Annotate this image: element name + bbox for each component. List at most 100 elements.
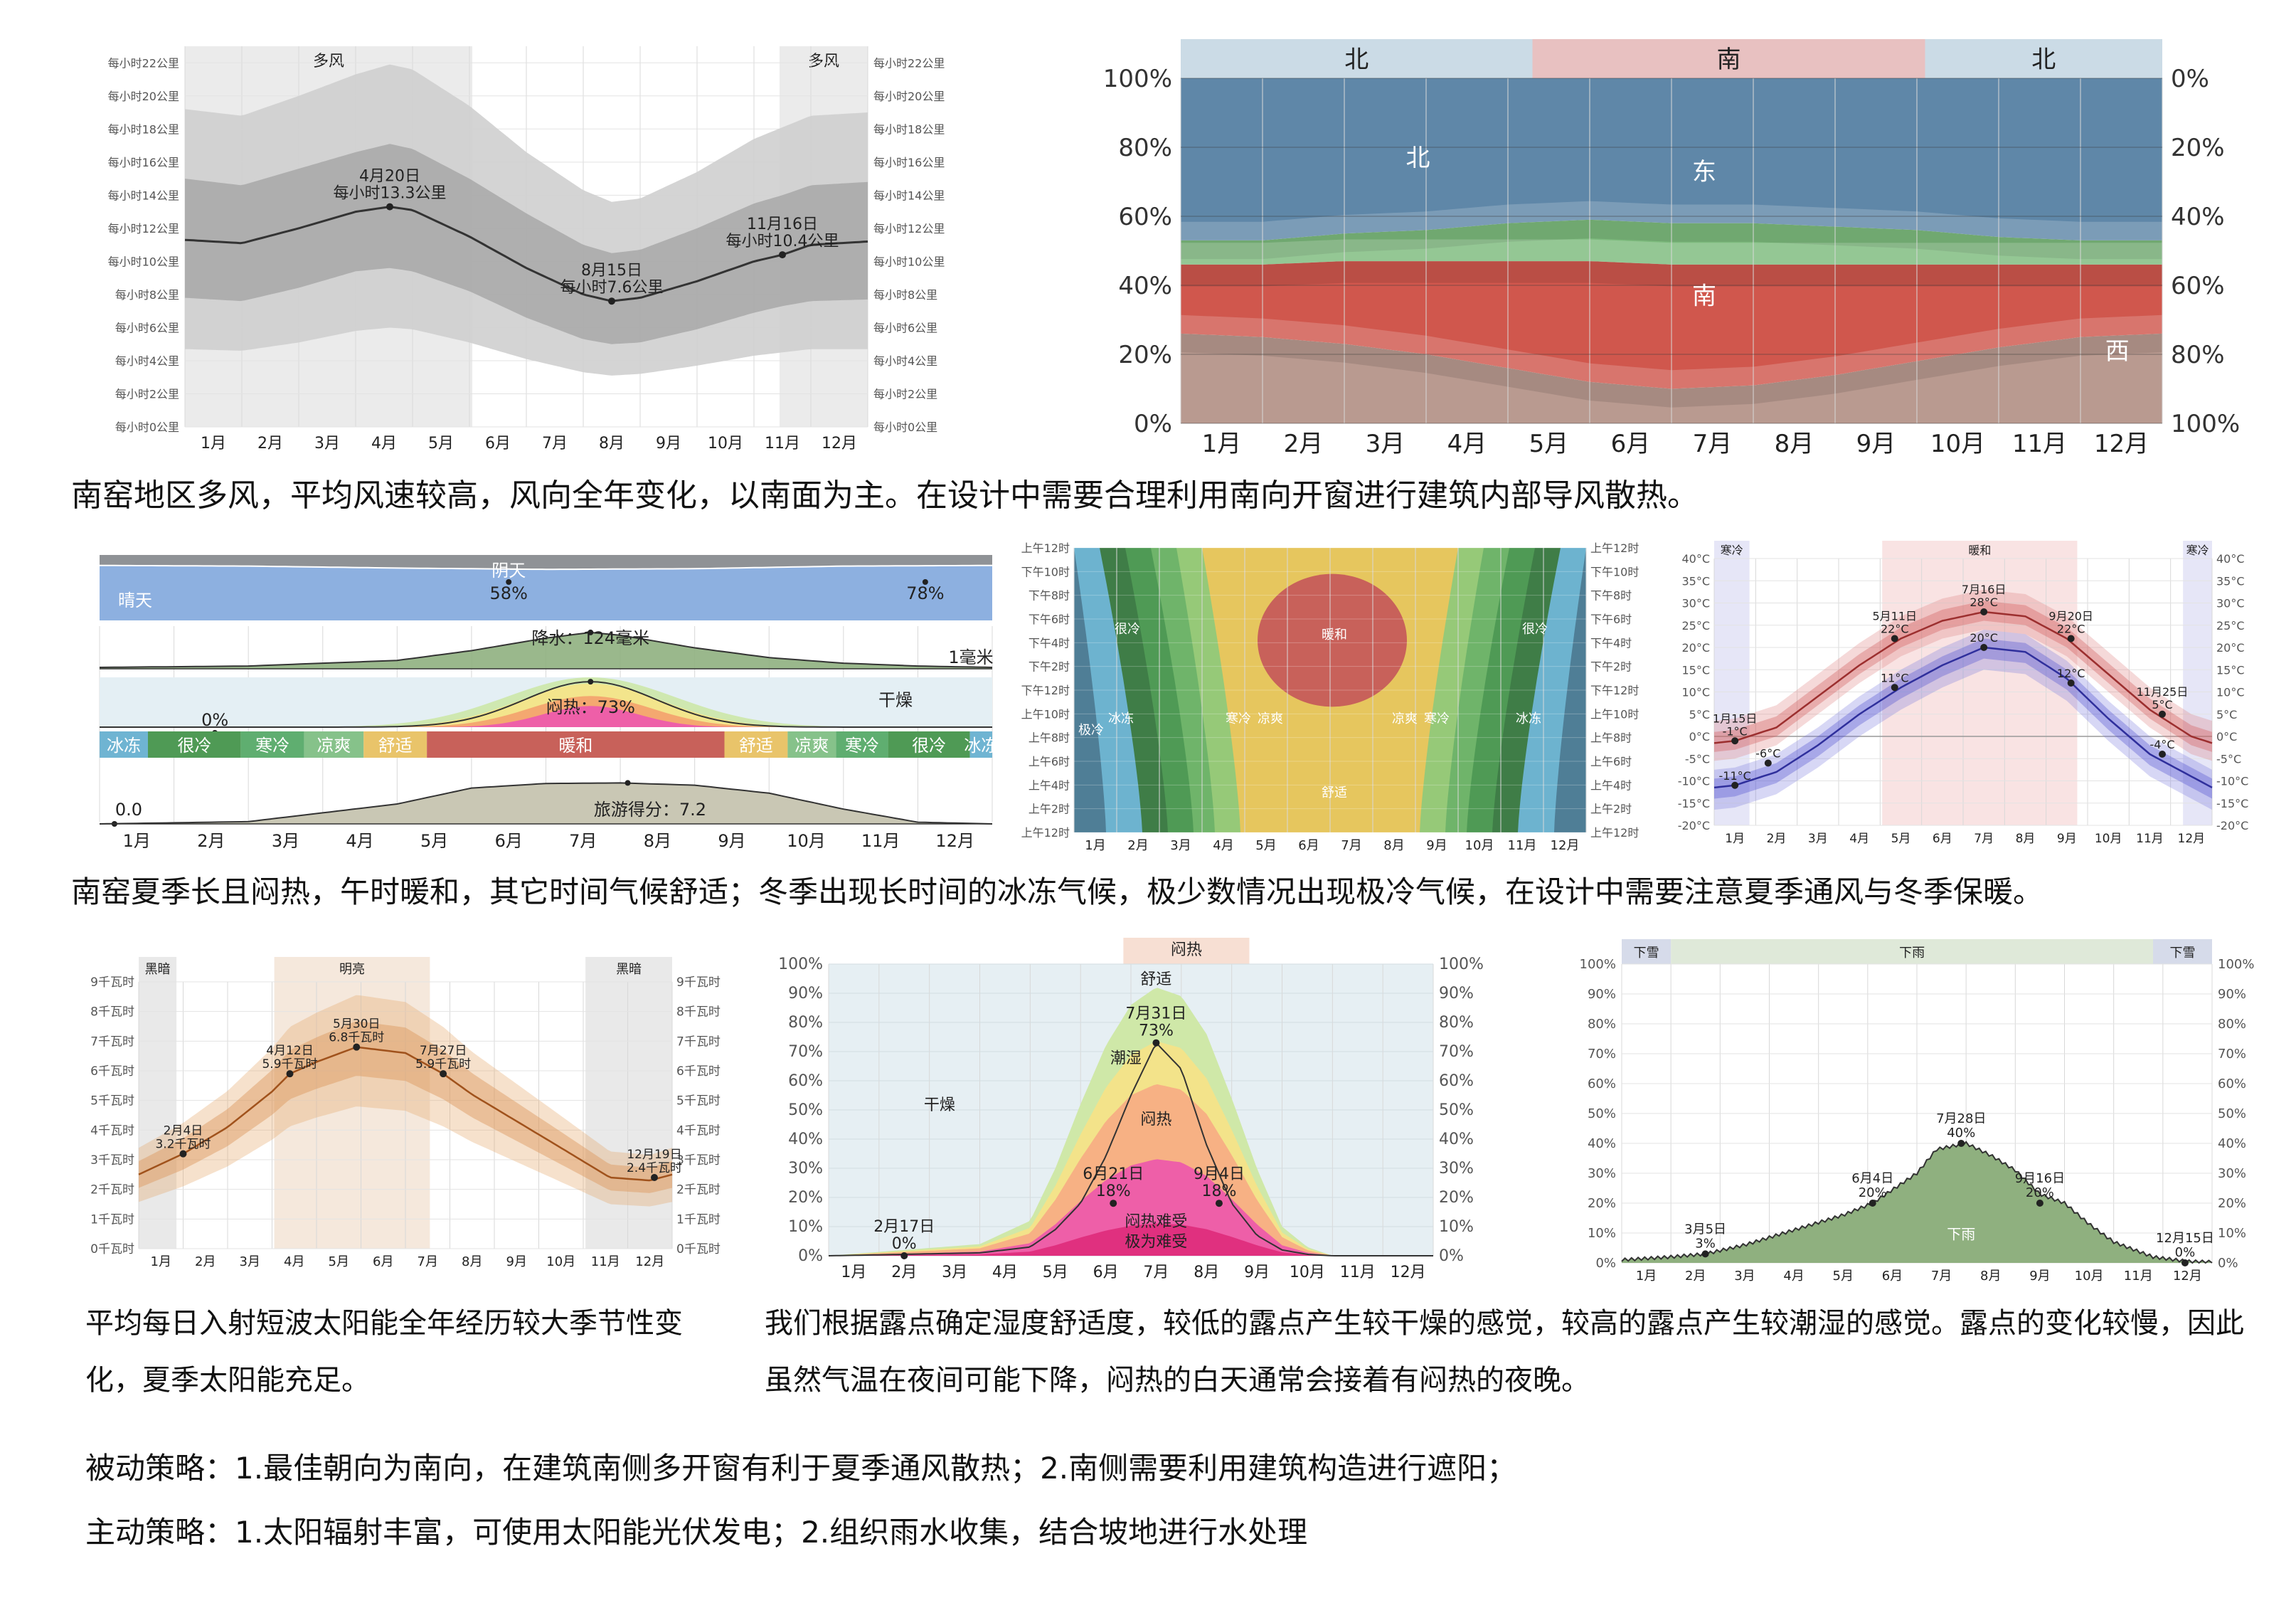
precip-ytick-left: 50% — [1588, 1106, 1616, 1121]
cloud-note-label: 58% — [490, 583, 528, 603]
month-tick-label: 6月 — [1611, 430, 1651, 458]
temp-ytick-right: 30°C — [2216, 597, 2245, 610]
temp-category-bar — [363, 731, 427, 758]
solar-ytick-right: 0千瓦时 — [676, 1242, 721, 1256]
month-tick-label: 12月 — [2178, 832, 2206, 846]
direction-ytick-right: 20% — [2171, 134, 2225, 162]
temp-annotation-label: 5月11日 — [1872, 610, 1917, 623]
humidity-area-label: 极为难受 — [1125, 1234, 1187, 1252]
temp-annotation-label: 5°C — [2152, 698, 2172, 711]
month-tick-label: 11月 — [1508, 838, 1537, 853]
month-tick-label: 6月 — [495, 831, 523, 851]
humidity-ytick-left: 70% — [788, 1043, 823, 1061]
month-tick-label: 7月 — [1974, 832, 1994, 846]
heat-ytick-left: 上午8时 — [1029, 731, 1070, 745]
solar-ytick-left: 3千瓦时 — [90, 1153, 134, 1168]
temp-annotation-point — [1731, 737, 1739, 745]
precip-ytick-left: 100% — [1580, 957, 1616, 972]
wind-ytick-right: 每小时12公里 — [873, 222, 945, 236]
snow-band — [2153, 939, 2212, 964]
temp-annotation-label: -1°C — [1723, 724, 1748, 738]
month-tick-label: 1月 — [841, 1264, 866, 1281]
precip-ytick-right: 80% — [2218, 1017, 2246, 1032]
temp-category-bar — [969, 731, 992, 758]
month-tick-label: 4月 — [284, 1254, 304, 1269]
north-band — [1181, 39, 1533, 78]
temp-annotation-point — [1980, 644, 1988, 651]
temp-category-label: 舒适 — [739, 736, 773, 756]
humidity-ytick-left: 0% — [798, 1247, 823, 1265]
month-tick-label: 5月 — [1255, 838, 1276, 853]
precip-ytick-left: 60% — [1588, 1076, 1616, 1091]
wind-ytick-left: 每小时6公里 — [115, 321, 179, 334]
heat-ytick-left: 下午8时 — [1029, 589, 1070, 603]
precip-band-label: 下雪 — [1634, 946, 1659, 961]
cold-band — [2183, 541, 2212, 825]
month-tick-label: 8月 — [1980, 1269, 2001, 1284]
south-band — [1532, 39, 1925, 78]
solar-ytick-right: 7千瓦时 — [676, 1035, 721, 1049]
humidity-ytick-left: 50% — [788, 1101, 823, 1119]
dry-label: 干燥 — [878, 690, 913, 710]
cloud-note-point — [922, 579, 928, 585]
wind-ytick-right: 每小时2公里 — [873, 387, 937, 401]
month-tick-label: 1月 — [1725, 832, 1745, 846]
temp-annotation-point — [2067, 635, 2075, 642]
precip-annotation-label: 6月4日 — [1851, 1171, 1893, 1186]
solar-ytick-left: 0千瓦时 — [90, 1242, 134, 1256]
wind-ytick-right: 每小时4公里 — [873, 354, 937, 368]
cloud-note-point — [506, 579, 512, 585]
precip-ytick-left: 90% — [1588, 987, 1616, 1002]
caption-comfort: 南窑夏季长且闷热，午时暖和，其它时间气候舒适；冬季出现长时间的冰冻气候，极少数情… — [71, 874, 2043, 909]
heat-ytick-right: 下午4时 — [1590, 636, 1632, 650]
month-tick-label: 5月 — [420, 831, 448, 851]
precip-annotation-point — [1869, 1200, 1876, 1207]
humidity-area-label: 闷热 — [1140, 1111, 1171, 1129]
month-tick-label: 5月 — [1529, 430, 1569, 458]
precip-annotation-label: 3月5日 — [1684, 1222, 1726, 1237]
month-tick-label: 10月 — [2075, 1269, 2104, 1284]
wind-ytick-left: 每小时16公里 — [108, 156, 179, 169]
solar-band-label: 黑暗 — [616, 962, 642, 977]
temp-annotation-point — [1891, 684, 1898, 692]
month-tick-label: 7月 — [1931, 1269, 1952, 1284]
direction-ytick-right: 60% — [2171, 272, 2225, 300]
wind-ytick-right: 每小时20公里 — [873, 90, 945, 103]
precip-ytick-right: 50% — [2218, 1106, 2246, 1121]
temp-band-label: 寒冷 — [2186, 544, 2209, 557]
month-tick-label: 9月 — [656, 435, 681, 453]
month-tick-label: 2月 — [1284, 430, 1324, 458]
temp-annotation-point — [2067, 679, 2075, 687]
temp-annotation-label: -6°C — [1755, 747, 1780, 761]
low-range-inner — [1714, 638, 2212, 799]
temp-annotation-label: 12°C — [2057, 667, 2085, 680]
temp-annotation-label: 11月25日 — [2137, 685, 2189, 699]
humidity-svg: 闷热 0% 0% 10% 10% 20% 20% 30% 30% 40% 40% 50% 50% 60% 6… — [778, 938, 1484, 1281]
wind-direction-chart: 北南北 100% 0% 80% 20% 60% 40% 40% 60% 20% 80% 0% 100% 北… — [1074, 28, 2240, 458]
temp-ytick-right: 15°C — [2216, 663, 2245, 677]
solar-ytick-right: 3千瓦时 — [676, 1153, 721, 1168]
tourism-line — [99, 782, 993, 825]
month-tick-label: 12月 — [635, 1254, 664, 1269]
temp-ytick-right: 20°C — [2216, 641, 2245, 655]
humidity-ytick-right: 20% — [1439, 1189, 1474, 1207]
month-tick-label: 6月 — [373, 1254, 393, 1269]
temp-ytick-left: 5°C — [1689, 708, 1710, 721]
humidity-ytick-right: 0% — [1439, 1247, 1464, 1265]
heat-ytick-right: 上午12时 — [1590, 826, 1639, 840]
temp-category-bar — [427, 731, 725, 758]
month-tick-label: 10月 — [1465, 838, 1494, 853]
rain-area-label: 下雨 — [1947, 1225, 1975, 1242]
month-tick-label: 7月 — [542, 435, 568, 453]
low-range-outer — [1714, 630, 2212, 810]
wind-ytick-left: 每小时12公里 — [108, 222, 179, 236]
precip-ytick-left: 80% — [1588, 1017, 1616, 1032]
month-tick-label: 6月 — [1093, 1264, 1119, 1281]
solar-ytick-right: 8千瓦时 — [676, 1005, 721, 1020]
solar-annotation-label: 2.4千瓦时 — [627, 1161, 682, 1175]
month-tick-label: 8月 — [462, 1254, 482, 1269]
precip-ytick-left: 70% — [1588, 1047, 1616, 1062]
humidity-ytick-right: 100% — [1439, 956, 1484, 973]
month-tick-label: 8月 — [1194, 1264, 1219, 1281]
